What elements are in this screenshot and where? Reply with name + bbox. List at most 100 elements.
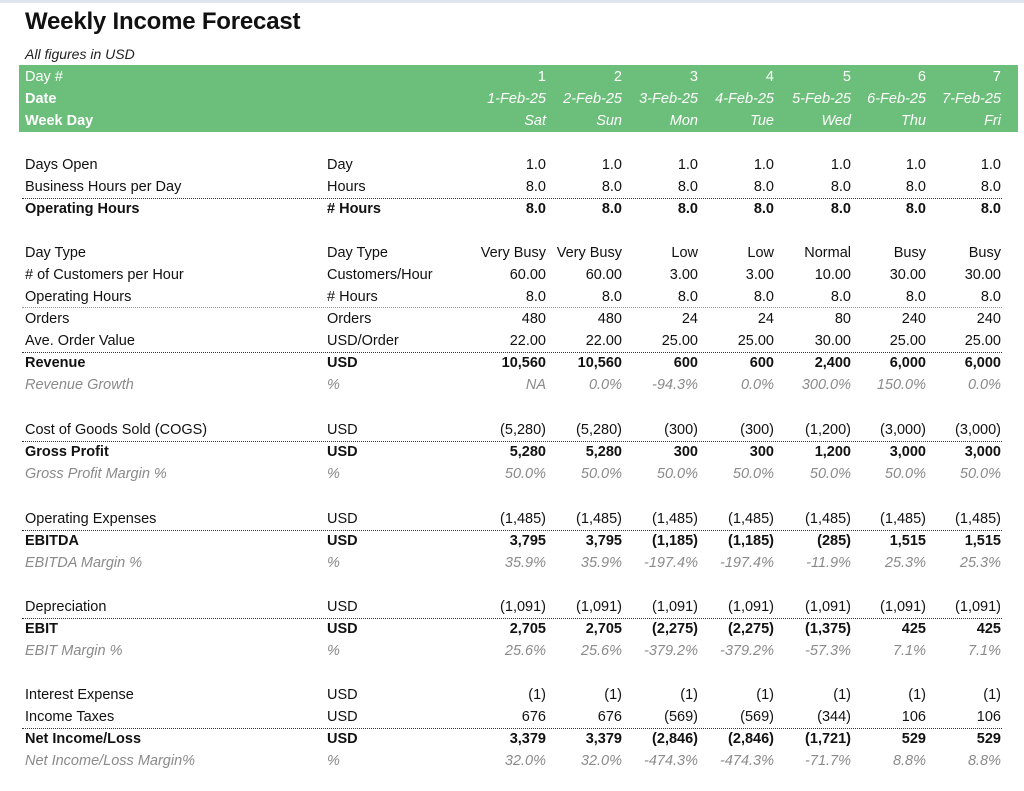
cell[interactable]: (1) <box>983 687 1001 703</box>
cell[interactable]: 8.0 <box>830 201 851 217</box>
header-cell[interactable]: Sun <box>596 113 622 129</box>
cell[interactable]: 1,515 <box>889 533 926 549</box>
cell[interactable]: 3.00 <box>669 267 698 283</box>
cell[interactable]: 3,795 <box>585 533 622 549</box>
row-label[interactable]: Operating Expenses <box>25 511 157 527</box>
row-label[interactable]: Operating Hours <box>25 201 140 217</box>
cell[interactable]: 8.0 <box>525 201 546 217</box>
header-cell[interactable]: 5-Feb-25 <box>792 91 851 107</box>
row-unit[interactable]: % <box>327 555 340 571</box>
row-label[interactable]: Business Hours per Day <box>25 179 182 195</box>
cell[interactable]: (2,846) <box>728 731 774 747</box>
cell[interactable]: (1) <box>756 687 774 703</box>
cell[interactable]: 1.0 <box>677 157 698 173</box>
cell[interactable]: 300.0% <box>801 377 851 393</box>
header-cell[interactable]: 6 <box>917 69 926 85</box>
cell[interactable]: -94.3% <box>652 377 698 393</box>
cell[interactable]: 50.0% <box>959 466 1001 482</box>
header-cell[interactable]: 2-Feb-25 <box>563 91 622 107</box>
row-label[interactable]: Income Taxes <box>25 709 115 725</box>
cell[interactable]: 25.6% <box>504 643 546 659</box>
header-cell[interactable]: 6-Feb-25 <box>867 91 926 107</box>
cell[interactable]: 50.0% <box>884 466 926 482</box>
cell[interactable]: (1,091) <box>652 599 698 615</box>
cell[interactable]: (3,000) <box>955 422 1001 438</box>
cell[interactable]: 676 <box>521 709 546 725</box>
cell[interactable]: (1,485) <box>728 511 774 527</box>
cell[interactable]: (1,091) <box>880 599 926 615</box>
row-label[interactable]: Operating Hours <box>25 289 132 305</box>
cell[interactable]: 106 <box>901 709 926 725</box>
row-label[interactable]: Gross Profit <box>25 444 109 460</box>
cell[interactable]: 2,705 <box>509 621 546 637</box>
cell[interactable]: (285) <box>817 533 851 549</box>
cell[interactable]: 50.0% <box>732 466 774 482</box>
cell[interactable]: (1,485) <box>880 511 926 527</box>
cell[interactable]: 50.0% <box>580 466 622 482</box>
row-label[interactable]: EBITDA Margin % <box>25 555 143 571</box>
cell[interactable]: NA <box>525 377 546 393</box>
cell[interactable]: 1,515 <box>964 533 1001 549</box>
cell[interactable]: 30.00 <box>964 267 1001 283</box>
row-unit[interactable]: USD <box>327 444 358 460</box>
header-cell[interactable]: Tue <box>750 113 774 129</box>
cell[interactable]: 600 <box>673 355 698 371</box>
cell[interactable]: 1.0 <box>525 157 546 173</box>
cell[interactable]: 7.1% <box>892 643 926 659</box>
cell[interactable]: 10.00 <box>814 267 851 283</box>
cell[interactable]: 8.0 <box>677 179 698 195</box>
cell[interactable]: 1,200 <box>814 444 851 460</box>
cell[interactable]: 8.0 <box>905 179 926 195</box>
row-unit[interactable]: % <box>327 466 340 482</box>
cell[interactable]: 0.0% <box>588 377 622 393</box>
cell[interactable]: -379.2% <box>643 643 698 659</box>
cell[interactable]: (569) <box>740 709 774 725</box>
cell[interactable]: 425 <box>976 621 1001 637</box>
cell[interactable]: 8.0 <box>677 201 698 217</box>
row-label[interactable]: Cost of Goods Sold (COGS) <box>25 422 208 438</box>
row-label[interactable]: EBIT Margin % <box>25 643 123 659</box>
cell[interactable]: (1) <box>833 687 851 703</box>
cell[interactable]: 3,000 <box>889 444 926 460</box>
cell[interactable]: (1,091) <box>805 599 851 615</box>
cell[interactable]: 425 <box>901 621 926 637</box>
row-unit[interactable]: Customers/Hour <box>327 267 433 283</box>
cell[interactable]: 10,560 <box>577 355 622 371</box>
row-label[interactable]: Net Income/Loss <box>25 731 142 747</box>
cell[interactable]: 8.0 <box>601 289 622 305</box>
header-cell[interactable]: Wed <box>821 113 851 129</box>
cell[interactable]: -197.4% <box>719 555 774 571</box>
cell[interactable]: (1,091) <box>955 599 1001 615</box>
cell[interactable]: 3,379 <box>509 731 546 747</box>
cell[interactable]: 8.8% <box>967 753 1001 769</box>
cell[interactable]: 25.3% <box>884 555 926 571</box>
cell[interactable]: 8.0 <box>601 201 622 217</box>
cell[interactable]: 300 <box>673 444 698 460</box>
row-unit[interactable]: USD/Order <box>327 333 399 349</box>
cell[interactable]: 1.0 <box>601 157 622 173</box>
row-unit[interactable]: USD <box>327 599 358 615</box>
cell[interactable]: 8.0 <box>980 179 1001 195</box>
header-cell[interactable]: 5 <box>842 69 851 85</box>
header-cell[interactable]: Mon <box>669 113 698 129</box>
cell[interactable]: 2,705 <box>585 621 622 637</box>
cell[interactable]: 5,280 <box>585 444 622 460</box>
cell[interactable]: Very Busy <box>556 245 622 261</box>
header-cell[interactable]: Fri <box>984 113 1001 129</box>
cell[interactable]: 8.0 <box>905 289 926 305</box>
cell[interactable]: 6,000 <box>964 355 1001 371</box>
cell[interactable]: 80 <box>834 311 851 327</box>
header-cell[interactable]: 7 <box>992 69 1001 85</box>
row-unit[interactable]: USD <box>327 422 358 438</box>
cell[interactable]: 35.9% <box>580 555 622 571</box>
cell[interactable]: Busy <box>893 245 926 261</box>
cell[interactable]: (1,091) <box>728 599 774 615</box>
row-label[interactable]: # of Customers per Hour <box>25 267 184 283</box>
row-unit[interactable]: Hours <box>327 179 366 195</box>
cell[interactable]: 676 <box>597 709 622 725</box>
header-cell[interactable]: Sat <box>524 113 546 129</box>
header-cell[interactable]: 3 <box>689 69 698 85</box>
cell[interactable]: 1.0 <box>905 157 926 173</box>
cell[interactable]: (1,485) <box>500 511 546 527</box>
cell[interactable]: 8.0 <box>525 179 546 195</box>
